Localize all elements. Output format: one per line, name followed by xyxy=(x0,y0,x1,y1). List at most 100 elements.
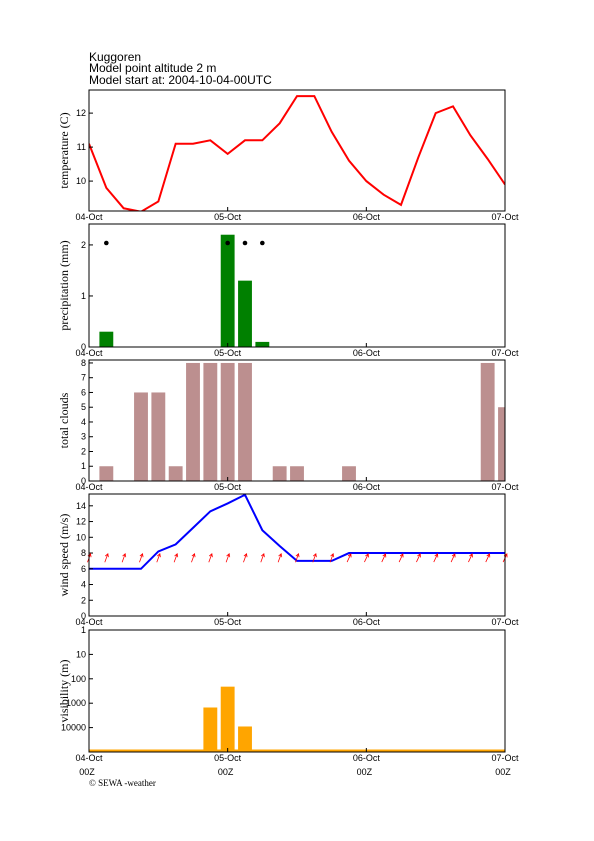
x-tick-label: 07-Oct xyxy=(491,753,519,763)
plot-area xyxy=(89,494,505,570)
y-tick-label: 12 xyxy=(76,517,86,527)
y-tick-label: 10 xyxy=(76,532,86,542)
bar xyxy=(255,341,270,347)
precip-symbol xyxy=(104,240,109,246)
y-tick-label: 10 xyxy=(76,649,86,659)
station-name: Kuggoren xyxy=(89,50,141,64)
y-tick-label: 2 xyxy=(81,446,86,456)
line xyxy=(89,494,505,570)
wind-arrow xyxy=(173,552,179,563)
panel: 0 2 4 6 8 10 12 14 04-Oct 05-Oct 06-Oct 07-Oct wind … xyxy=(57,493,519,627)
y-tick-label: 3 xyxy=(81,432,86,442)
y-tick-label: 14 xyxy=(76,501,86,511)
y-axis-label: precipitation (mm) xyxy=(57,240,71,330)
bar xyxy=(151,392,166,481)
panel: 0 1 2 04-Oct 05-Oct 06-Oct 07-Oct precipitation… xyxy=(57,223,519,358)
y-tick-label: 6 xyxy=(81,564,86,574)
bar xyxy=(480,362,495,481)
bar xyxy=(203,362,218,481)
wind-arrow xyxy=(139,552,144,563)
wind-arrow xyxy=(433,553,439,563)
wind-arrow xyxy=(243,552,248,563)
bar xyxy=(220,686,235,752)
y-tick-label: 8 xyxy=(81,358,86,368)
x-tick-label: 06-Oct xyxy=(353,482,381,492)
x-tick-label: 04-Oct xyxy=(75,348,103,358)
plot-area xyxy=(89,95,505,211)
y-tick-label: 1 xyxy=(81,461,86,471)
wind-arrow xyxy=(381,553,387,563)
x-tick-label: 04-Oct xyxy=(75,482,103,492)
wind-arrow xyxy=(398,553,404,563)
wind-arrow xyxy=(416,553,421,563)
header-line: Model point altitude 2 m xyxy=(89,61,216,75)
x-tick-sublabel: 00Z xyxy=(495,767,511,777)
wind-arrow xyxy=(485,553,491,563)
x-tick-label: 05-Oct xyxy=(214,348,242,358)
y-tick-label: 11 xyxy=(77,142,86,152)
frame xyxy=(88,89,506,212)
y-tick-label: 0 xyxy=(81,476,86,486)
panel: 0 1 2 3 4 5 6 7 8 04-Oct 05-Oct 06-Oct 07-Oct total c… xyxy=(57,358,519,492)
y-tick-label: 10000 xyxy=(61,723,86,733)
plot-area xyxy=(99,234,270,347)
frame xyxy=(88,493,506,617)
y-tick-label: 5 xyxy=(81,402,86,412)
bar xyxy=(272,466,287,481)
y-axis-label: total clouds xyxy=(57,392,71,448)
header-line: Model start at: 2004-10-04-00UTC xyxy=(89,73,272,87)
y-axis-label: temperature (C) xyxy=(57,112,71,188)
x-tick-label: 07-Oct xyxy=(491,348,519,358)
y-tick-label: 1 xyxy=(81,625,86,635)
y-tick-label: 0 xyxy=(81,342,86,352)
wind-arrow xyxy=(346,553,352,563)
x-tick-label: 05-Oct xyxy=(214,212,242,222)
plot-area xyxy=(89,686,505,752)
panel: 1 10 100 1000 10000 04-Oct 00Z 05-Oct 00Z 06-Oct 0… xyxy=(57,625,519,777)
x-tick-label: 06-Oct xyxy=(353,617,381,627)
wind-arrow xyxy=(364,553,369,563)
line xyxy=(89,95,505,211)
y-tick-label: 10 xyxy=(76,176,86,186)
y-tick-label: 0 xyxy=(81,611,86,621)
wind-arrow xyxy=(295,552,300,563)
precip-symbol xyxy=(260,240,265,246)
y-axis-label: wind speed (m/s) xyxy=(57,514,71,597)
bar xyxy=(290,466,304,481)
y-tick-label: 2 xyxy=(81,240,86,250)
panel: 10 11 12 04-Oct 05-Oct 06-Oct 07-Oct temperatur… xyxy=(57,89,519,222)
y-tick-label: 2 xyxy=(81,595,86,605)
x-tick-sublabel: 00Z xyxy=(79,767,95,777)
bar xyxy=(238,726,252,752)
y-tick-label: 7 xyxy=(81,373,86,383)
bar xyxy=(168,466,183,481)
x-tick-label: 06-Oct xyxy=(353,212,381,222)
x-tick-label: 07-Oct xyxy=(491,617,519,627)
wind-arrow xyxy=(121,552,127,563)
bar xyxy=(99,331,114,347)
precip-symbol xyxy=(242,240,248,246)
y-tick-label: 8 xyxy=(81,548,86,558)
precip-symbol xyxy=(225,240,230,246)
y-tick-label: 1 xyxy=(81,291,86,301)
x-tick-label: 05-Oct xyxy=(214,617,242,627)
bar xyxy=(342,466,356,481)
y-tick-label: 6 xyxy=(81,387,86,397)
y-tick-label: 1000 xyxy=(66,698,86,708)
wind-arrow xyxy=(450,553,456,563)
bar xyxy=(99,466,114,481)
x-tick-label: 06-Oct xyxy=(353,348,381,358)
bar xyxy=(134,392,148,481)
wind-arrow xyxy=(329,552,335,563)
wind-arrow xyxy=(277,552,283,563)
wind-arrow xyxy=(156,552,161,563)
x-tick-label: 05-Oct xyxy=(214,482,242,492)
wind-arrow xyxy=(260,552,265,563)
bar xyxy=(203,707,218,752)
y-tick-label: 12 xyxy=(76,108,86,118)
wind-arrow xyxy=(208,552,213,563)
bar xyxy=(220,362,235,481)
wind-arrow xyxy=(191,552,196,563)
